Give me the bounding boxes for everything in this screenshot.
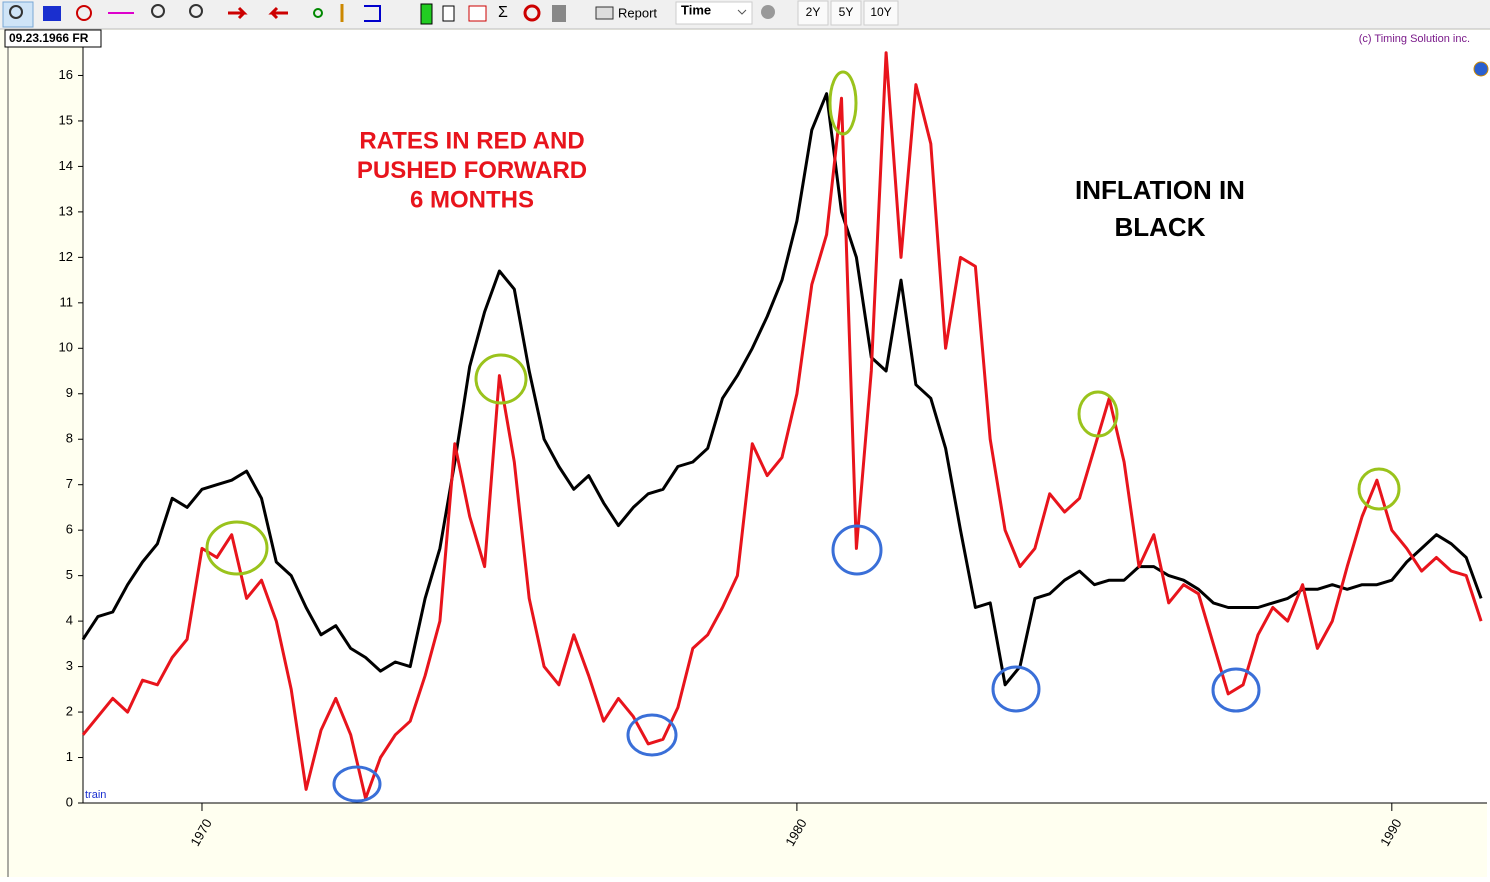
train-label: train [85, 789, 106, 801]
annotation: 6 MONTHS [410, 186, 534, 213]
range-button[interactable]: 2Y [806, 5, 821, 19]
sigma-tool[interactable]: Σ [498, 4, 508, 21]
green-circle [828, 70, 858, 136]
dropdown-arrow [737, 9, 747, 15]
blue-circle [991, 665, 1041, 713]
annotation: INFLATION IN [1075, 175, 1245, 205]
time-select-label: Time [681, 2, 711, 17]
blue-circle [626, 713, 678, 757]
y-tick-label: 2 [66, 703, 73, 718]
right-strip [1487, 30, 1490, 877]
range-button-bg[interactable] [797, 0, 829, 26]
time-select[interactable] [675, 1, 753, 25]
y-tick-label: 9 [66, 385, 73, 400]
tool-e[interactable] [442, 5, 455, 22]
y-tick-label: 8 [66, 431, 73, 446]
annotation: RATES IN RED AND [359, 127, 584, 154]
tool-g[interactable] [523, 4, 541, 22]
series-line [81, 51, 1483, 800]
report-button[interactable]: Report [618, 5, 657, 20]
y-tick-label: 13 [59, 203, 73, 218]
y-tick-label: 12 [59, 249, 73, 264]
green-circle [1357, 467, 1401, 511]
copyright: (c) Timing Solution inc. [1359, 33, 1470, 45]
y-tick-label: 5 [66, 567, 73, 582]
y-tick-label: 7 [66, 476, 73, 491]
range-buttons [797, 0, 899, 26]
tool-d[interactable] [420, 3, 433, 25]
target-tool[interactable] [76, 5, 92, 21]
back[interactable] [268, 6, 288, 20]
highlight-circles [205, 70, 1401, 803]
toolbar-icons: Σ Report Time [2, 1, 775, 28]
y-tick-label: 15 [59, 112, 73, 127]
tool-c[interactable] [364, 5, 381, 22]
range-button-bg[interactable] [830, 0, 862, 26]
annotation: BLACK [1115, 212, 1206, 242]
range-button[interactable]: 5Y [839, 5, 854, 19]
blue-circle [332, 765, 382, 803]
series-line [81, 92, 1483, 687]
plot-area [83, 30, 1487, 803]
green-circle [474, 353, 528, 405]
y-tick-label: 4 [66, 613, 73, 628]
y-tick-label: 11 [60, 294, 74, 309]
tool-h[interactable] [552, 5, 566, 22]
cursor-date-box [4, 29, 102, 48]
green-circle [205, 520, 269, 576]
zoom-out[interactable] [189, 4, 203, 18]
range-button[interactable]: 10Y [870, 5, 891, 19]
forward[interactable] [228, 6, 248, 20]
tool-a[interactable] [313, 8, 323, 18]
blue-circle [1211, 667, 1261, 713]
color-tool[interactable] [43, 6, 61, 21]
report-icon[interactable] [595, 6, 614, 20]
y-tick-label: 0 [66, 794, 73, 809]
blue-circle [831, 524, 883, 576]
annotation: PUSHED FORWARD [357, 157, 587, 184]
zoom-icon [9, 5, 23, 19]
y-tick-label: 6 [66, 522, 73, 537]
zoom-in[interactable] [151, 4, 165, 18]
y-tick-label: 14 [59, 158, 73, 173]
y-tick-label: 1 [66, 749, 73, 764]
tool-f[interactable] [468, 5, 487, 22]
y-tick-label: 16 [59, 67, 73, 82]
lock-tool[interactable] [761, 5, 775, 19]
green-circle [1077, 390, 1119, 438]
range-button-bg[interactable] [863, 0, 899, 26]
y-tick-label: 3 [66, 658, 73, 673]
cursor-date: 09.23.1966 FR [9, 31, 89, 45]
globe-icon[interactable] [1473, 61, 1489, 77]
y-tick-label: 10 [59, 340, 73, 355]
lines [81, 51, 1483, 800]
